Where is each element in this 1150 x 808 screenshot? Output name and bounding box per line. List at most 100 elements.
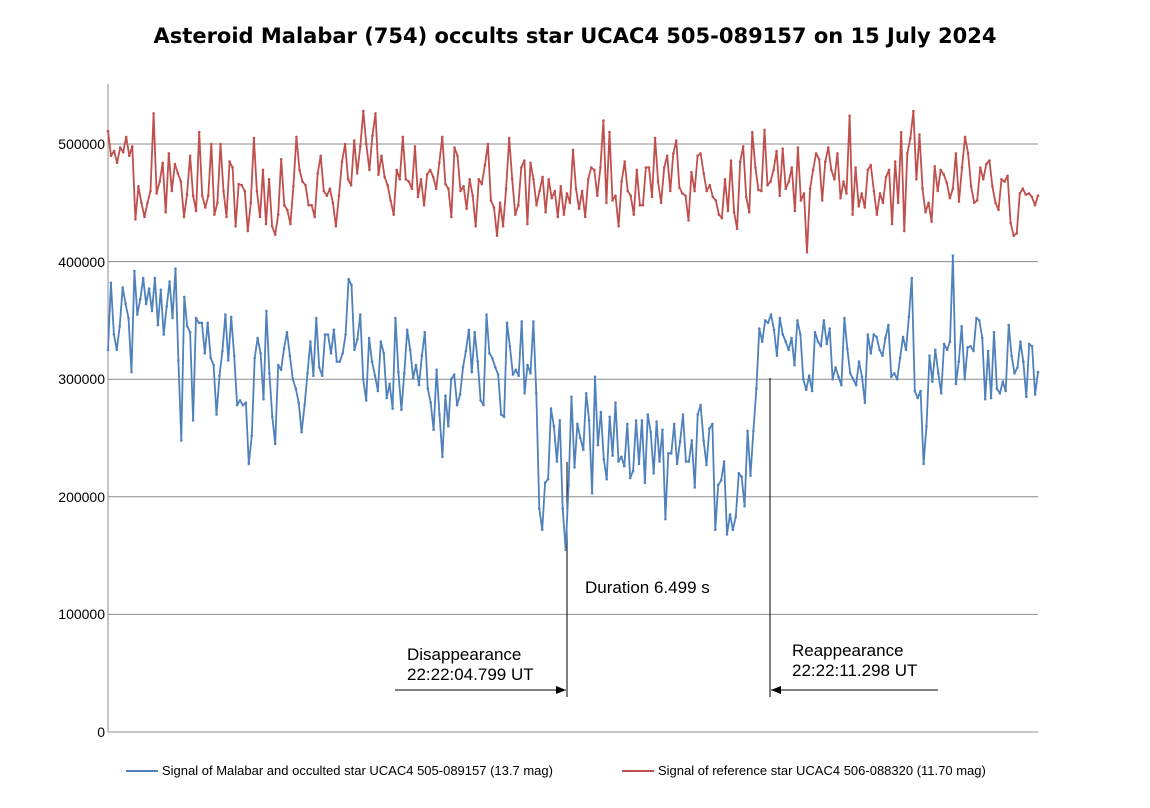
data-point [790, 166, 794, 169]
data-point [846, 347, 849, 350]
data-point [291, 377, 295, 381]
data-point [218, 374, 221, 378]
data-point [799, 333, 802, 336]
data-point [643, 481, 647, 485]
data-point [975, 316, 978, 320]
data-point [517, 374, 520, 378]
data-point [225, 215, 228, 219]
data-point [240, 183, 243, 187]
data-point [778, 316, 782, 320]
data-point [301, 180, 304, 183]
data-point [549, 407, 553, 410]
data-point [144, 302, 148, 306]
data-point [136, 313, 139, 316]
data-point [584, 392, 588, 395]
data-point [626, 189, 629, 193]
data-point [417, 383, 421, 387]
data-point [259, 352, 262, 355]
data-point [693, 189, 696, 193]
data-point [373, 374, 377, 378]
data-point [684, 460, 688, 463]
data-point [928, 354, 931, 358]
data-point [881, 201, 885, 205]
data-point [740, 475, 743, 479]
data-point [173, 162, 177, 166]
data-point [140, 201, 143, 205]
data-point [752, 429, 755, 433]
data-point [690, 439, 694, 442]
data-point [899, 130, 903, 134]
data-point [734, 515, 738, 519]
data-point [483, 163, 487, 167]
data-point [273, 442, 277, 446]
data-point [237, 182, 240, 186]
data-point [121, 286, 124, 289]
data-point [171, 316, 174, 320]
data-point [179, 180, 183, 183]
data-point [485, 313, 488, 316]
data-point [353, 348, 356, 352]
data-point [784, 187, 787, 190]
data-point [1027, 192, 1031, 195]
data-point [556, 215, 560, 219]
data-point [265, 309, 268, 313]
data-point [901, 335, 905, 339]
data-point [441, 135, 444, 139]
data-point [1030, 195, 1034, 199]
data-point [916, 396, 919, 400]
data-point [535, 392, 538, 395]
data-point [414, 363, 418, 367]
data-point [623, 464, 626, 468]
data-point [760, 189, 763, 193]
data-point [470, 370, 474, 374]
data-point [517, 203, 520, 207]
data-point [735, 227, 739, 230]
data-point [790, 336, 793, 340]
data-point [176, 172, 180, 175]
data-point [758, 327, 761, 330]
data-point [212, 363, 215, 367]
data-point [813, 330, 817, 334]
data-point [325, 194, 329, 197]
data-point [488, 352, 491, 355]
data-point [945, 348, 949, 352]
chart-title: Asteroid Malabar (754) occults star UCAC… [153, 24, 997, 48]
data-point [817, 158, 821, 161]
data-point [1013, 372, 1016, 375]
data-point [1001, 380, 1005, 383]
data-point [848, 372, 852, 375]
data-point [165, 305, 168, 308]
data-point [567, 483, 570, 487]
data-point [589, 166, 593, 169]
data-point [480, 182, 484, 186]
data-point [787, 180, 791, 183]
data-point [498, 201, 502, 205]
data-point [816, 340, 820, 343]
data-point [714, 199, 718, 202]
data-point [741, 145, 745, 148]
data-point [808, 187, 812, 190]
data-point [249, 201, 253, 205]
data-point [413, 145, 417, 148]
data-point [400, 408, 403, 412]
data-point [738, 160, 742, 163]
data-point [934, 348, 937, 352]
y-tick-label: 0 [97, 724, 105, 740]
data-point [1004, 389, 1007, 393]
data-point [737, 472, 741, 475]
data-point [532, 320, 535, 323]
data-point [244, 401, 248, 405]
data-point [951, 254, 955, 257]
data-point [306, 372, 309, 375]
data-point [810, 389, 814, 393]
data-point [702, 439, 705, 442]
data-point [434, 187, 438, 190]
data-point [896, 201, 900, 205]
data-point [711, 195, 715, 199]
data-point [188, 330, 192, 334]
data-point [197, 130, 201, 134]
data-point [565, 192, 569, 195]
data-point [338, 360, 342, 363]
legend-label-target: Signal of Malabar and occulted star UCAC… [162, 763, 553, 778]
data-point [474, 225, 478, 228]
